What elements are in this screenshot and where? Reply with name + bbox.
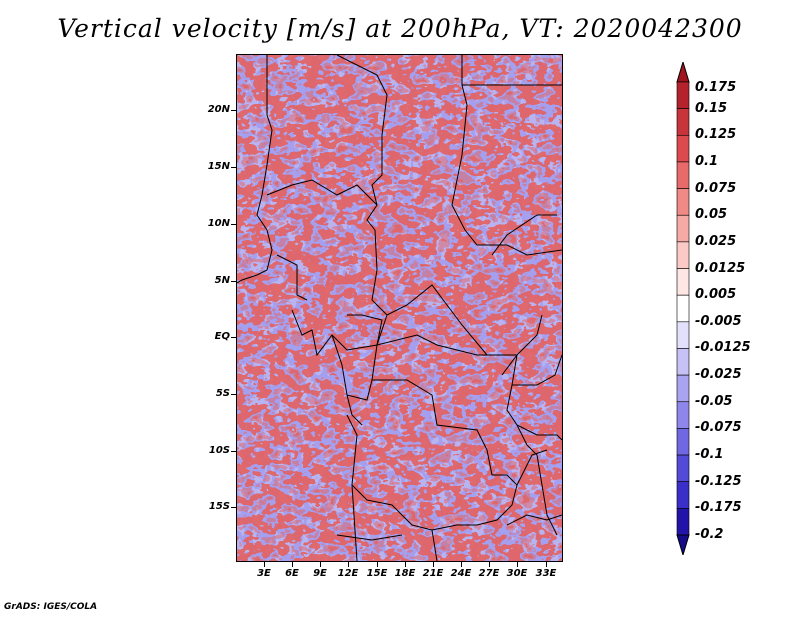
field-positive-pattern <box>237 55 562 561</box>
colorbar-label: 0.15 <box>695 100 728 116</box>
lon-label: 33E <box>535 568 557 579</box>
lon-label: 15E <box>366 568 388 579</box>
colorbar-label: -0.075 <box>695 420 742 436</box>
lat-tick <box>231 281 236 282</box>
lon-tick <box>292 562 293 567</box>
colorbar-segment <box>676 294 690 323</box>
lon-label: 18E <box>394 568 416 579</box>
lat-label: 5N <box>214 275 230 286</box>
lon-label: 27E <box>478 568 500 579</box>
lon-tick <box>348 562 349 567</box>
colorbar-label: -0.005 <box>695 313 742 329</box>
colorbar-segment <box>676 188 690 216</box>
colorbar-segment <box>676 81 690 109</box>
lon-tick <box>517 562 518 567</box>
lat-label: EQ <box>214 331 230 342</box>
lon-tick <box>546 562 547 567</box>
colorbar-label: 0.005 <box>695 287 737 303</box>
colorbar-label: -0.2 <box>695 527 724 542</box>
colorbar-segment <box>676 508 690 536</box>
lat-tick <box>231 110 236 111</box>
lat-label: 15N <box>207 161 230 172</box>
colorbar-label: -0.175 <box>695 500 742 516</box>
colorbar <box>676 62 690 555</box>
lat-tick <box>231 337 236 338</box>
lat-label: 20N <box>207 104 230 115</box>
colorbar-label: -0.125 <box>695 473 742 489</box>
colorbar-segment <box>676 348 690 376</box>
lat-tick <box>231 224 236 225</box>
colorbar-segment <box>676 161 690 189</box>
colorbar-label: -0.1 <box>695 447 724 463</box>
lon-tick <box>264 562 265 567</box>
lat-tick <box>231 507 236 508</box>
lon-tick <box>461 562 462 567</box>
colorbar-segment <box>676 454 690 483</box>
lon-label: 30E <box>506 568 528 579</box>
colorbar-segment <box>676 268 690 296</box>
lat-label: 15S <box>208 501 230 512</box>
lon-tick <box>433 562 434 567</box>
colorbar-segment <box>676 401 690 429</box>
colorbar-label: 0.0125 <box>695 260 746 276</box>
map-title: Vertical velocity [m/s] at 200hPa, VT: 2… <box>57 14 743 43</box>
lat-label: 5S <box>215 388 230 399</box>
colorbar-segment <box>676 214 690 243</box>
colorbar-segment <box>676 108 690 136</box>
map-panel <box>236 54 563 562</box>
velocity-field-map <box>237 55 562 561</box>
colorbar-segment <box>676 134 690 163</box>
footer-credit: GrADS: IGES/COLA <box>4 602 98 612</box>
colorbar-bottom-arrow <box>676 534 690 555</box>
lon-label: 24E <box>450 568 472 579</box>
colorbar-label: 0.05 <box>695 207 728 223</box>
colorbar-segment <box>676 428 690 456</box>
colorbar-label: 0.075 <box>695 180 737 196</box>
lat-tick <box>231 167 236 168</box>
colorbar-segment <box>676 321 690 349</box>
colorbar-label: -0.05 <box>695 393 733 409</box>
colorbar-segment <box>676 481 690 509</box>
colorbar-label: 0.025 <box>695 233 737 249</box>
lat-tick <box>231 451 236 452</box>
colorbar-label: -0.025 <box>695 367 742 383</box>
colorbar-label: 0.1 <box>695 153 719 169</box>
lon-label: 12E <box>337 568 359 579</box>
lon-label: 6E <box>285 568 299 579</box>
colorbar-top-arrow <box>676 62 690 83</box>
lon-tick <box>405 562 406 567</box>
lon-label: 21E <box>422 568 444 579</box>
colorbar-label: -0.0125 <box>695 340 751 356</box>
lon-tick <box>489 562 490 567</box>
lat-tick <box>231 394 236 395</box>
lon-label: 3E <box>257 568 271 579</box>
lon-tick <box>320 562 321 567</box>
lat-label: 10S <box>208 445 230 456</box>
colorbar-label: 0.125 <box>695 127 737 143</box>
colorbar-segment <box>676 374 690 403</box>
colorbar-segment <box>676 241 690 269</box>
lon-tick <box>377 562 378 567</box>
country-borders <box>237 55 562 561</box>
colorbar-label: 0.175 <box>695 80 737 95</box>
lat-label: 10N <box>207 218 230 229</box>
lon-label: 9E <box>313 568 327 579</box>
